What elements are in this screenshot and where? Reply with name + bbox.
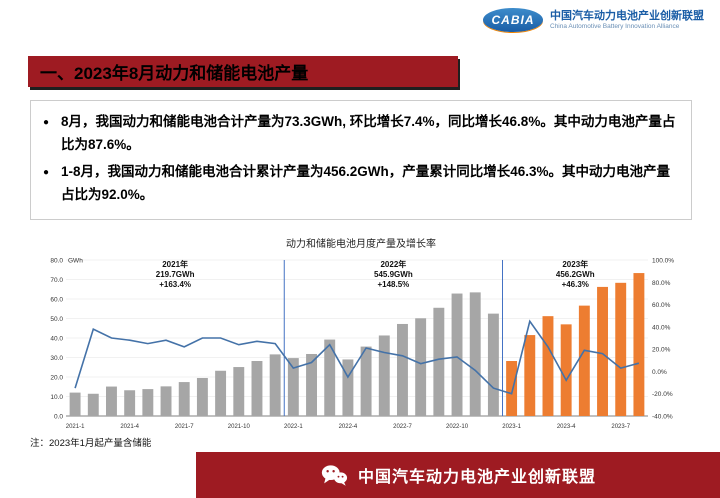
svg-text:2023-4: 2023-4 bbox=[557, 424, 576, 430]
svg-text:60.0: 60.0 bbox=[50, 297, 63, 304]
bar bbox=[360, 346, 372, 416]
wechat-icon bbox=[320, 463, 348, 487]
bar bbox=[106, 386, 117, 416]
bar bbox=[142, 389, 154, 416]
year-annotation: 545.9GWh bbox=[374, 270, 413, 279]
bar bbox=[397, 323, 408, 416]
bar bbox=[196, 377, 208, 416]
bar bbox=[215, 370, 227, 416]
svg-text:20.0%: 20.0% bbox=[652, 347, 671, 354]
svg-text:50.0: 50.0 bbox=[50, 316, 63, 323]
svg-text:100.0%: 100.0% bbox=[652, 258, 674, 265]
org-name-cn: 中国汽车动力电池产业创新联盟 bbox=[550, 9, 704, 22]
cabia-logo-icon: CABIA bbox=[483, 8, 543, 32]
bullet-dot-icon: ● bbox=[43, 166, 50, 178]
logo-text-block: 中国汽车动力电池产业创新联盟 China Automotive Battery … bbox=[550, 10, 704, 30]
bullet-august: ● 8月，我国动力和储能电池合计产量为73.3GWh, 环比增长7.4%，同比增… bbox=[43, 111, 679, 157]
year-annotation: +148.5% bbox=[377, 280, 409, 289]
svg-text:2022-10: 2022-10 bbox=[446, 424, 469, 430]
bar bbox=[251, 361, 263, 416]
bar bbox=[415, 318, 427, 416]
bar bbox=[506, 361, 518, 416]
slide-title-bar: 一、2023年8月动力和储能电池产量 bbox=[28, 56, 458, 87]
bar bbox=[69, 392, 81, 416]
bar bbox=[324, 339, 336, 416]
bar bbox=[524, 335, 536, 416]
left-axis-unit: GWh bbox=[68, 258, 83, 265]
bar bbox=[87, 393, 99, 416]
bullet-august-text: 8月，我国动力和储能电池合计产量为73.3GWh, 环比增长7.4%，同比增长4… bbox=[61, 114, 676, 152]
svg-text:2022-1: 2022-1 bbox=[284, 424, 303, 430]
bar bbox=[578, 305, 590, 416]
svg-text:0.0: 0.0 bbox=[54, 414, 63, 421]
year-annotation: +163.4% bbox=[159, 280, 191, 289]
cabia-logo-abbr: CABIA bbox=[491, 13, 535, 27]
chart-note: 注：2023年1月起产量含储能 bbox=[30, 438, 152, 449]
year-annotation: 219.7GWh bbox=[156, 270, 195, 279]
svg-text:30.0: 30.0 bbox=[50, 355, 63, 362]
bar bbox=[342, 359, 354, 416]
production-growth-chart: 动力和储能电池月度产量及增长率 0.0 10.0 20.0 30.0 40.0 50.0 60… bbox=[50, 237, 674, 430]
year-annotation: +46.3% bbox=[562, 280, 589, 289]
bullet-jan-aug: ● 1-8月，我国动力和储能电池合计累计产量为456.2GWh，产量累计同比增长… bbox=[43, 161, 679, 207]
year-annotation: 2021年 bbox=[162, 259, 188, 269]
bullet-dot-icon: ● bbox=[43, 117, 50, 128]
bar bbox=[306, 353, 317, 416]
summary-block: ● 8月，我国动力和储能电池合计产量为73.3GWh, 环比增长7.4%，同比增… bbox=[30, 100, 692, 220]
svg-text:-40.0%: -40.0% bbox=[652, 414, 673, 421]
svg-text:2021-10: 2021-10 bbox=[228, 424, 251, 430]
bar bbox=[124, 390, 136, 416]
bar bbox=[378, 335, 390, 416]
svg-text:70.0: 70.0 bbox=[50, 277, 63, 284]
year-annotation: 2023年 bbox=[562, 259, 588, 269]
org-name-en: China Automotive Battery Innovation Alli… bbox=[550, 22, 680, 30]
svg-text:60.0%: 60.0% bbox=[652, 302, 671, 309]
svg-text:2022-4: 2022-4 bbox=[339, 424, 358, 430]
bullet-jan-aug-text: 1-8月，我国动力和储能电池合计累计产量为456.2GWh，产量累计同比增长46… bbox=[61, 163, 671, 202]
bar bbox=[469, 292, 481, 416]
svg-text:-20.0%: -20.0% bbox=[652, 391, 673, 398]
footer-org-name: 中国汽车动力电池产业创新联盟 bbox=[357, 469, 596, 486]
bar bbox=[160, 386, 172, 416]
svg-text:2022-7: 2022-7 bbox=[393, 424, 412, 430]
bar bbox=[233, 367, 245, 416]
bar bbox=[487, 313, 499, 416]
svg-text:2021-7: 2021-7 bbox=[175, 424, 194, 430]
bar bbox=[615, 282, 627, 416]
svg-text:2023-1: 2023-1 bbox=[502, 424, 521, 430]
svg-text:40.0%: 40.0% bbox=[652, 324, 671, 331]
svg-text:2023-7: 2023-7 bbox=[611, 424, 630, 430]
svg-text:40.0: 40.0 bbox=[50, 336, 63, 343]
bar bbox=[178, 382, 190, 416]
bar bbox=[269, 354, 281, 416]
chart-title: 动力和储能电池月度产量及增长率 bbox=[286, 237, 436, 250]
bar bbox=[597, 286, 608, 416]
bar bbox=[542, 316, 554, 416]
bar bbox=[433, 307, 445, 416]
bar bbox=[560, 324, 572, 416]
svg-text:10.0: 10.0 bbox=[50, 394, 63, 401]
cabia-logo: CABIA 中国汽车动力电池产业创新联盟 China Automotive Ba… bbox=[483, 8, 704, 32]
svg-text:20.0: 20.0 bbox=[50, 375, 63, 382]
bar bbox=[287, 358, 299, 416]
year-annotation: 2022年 bbox=[380, 259, 406, 269]
footer-bar: 中国汽车动力电池产业创新联盟 bbox=[196, 452, 720, 498]
slide-title: 一、2023年8月动力和储能电池产量 bbox=[40, 64, 309, 83]
svg-text:2021-4: 2021-4 bbox=[120, 424, 139, 430]
year-annotation: 456.2GWh bbox=[556, 270, 595, 279]
svg-text:0.0%: 0.0% bbox=[652, 369, 667, 376]
growth-rate-line bbox=[74, 319, 640, 395]
svg-text:80.0: 80.0 bbox=[50, 258, 63, 265]
bar bbox=[451, 293, 463, 416]
chart-area: 动力和储能电池月度产量及增长率 0.0 10.0 20.0 30.0 40.0 50.0 60… bbox=[30, 236, 692, 432]
bar bbox=[633, 273, 645, 416]
svg-text:2021-1: 2021-1 bbox=[66, 424, 85, 430]
svg-text:80.0%: 80.0% bbox=[652, 280, 671, 287]
